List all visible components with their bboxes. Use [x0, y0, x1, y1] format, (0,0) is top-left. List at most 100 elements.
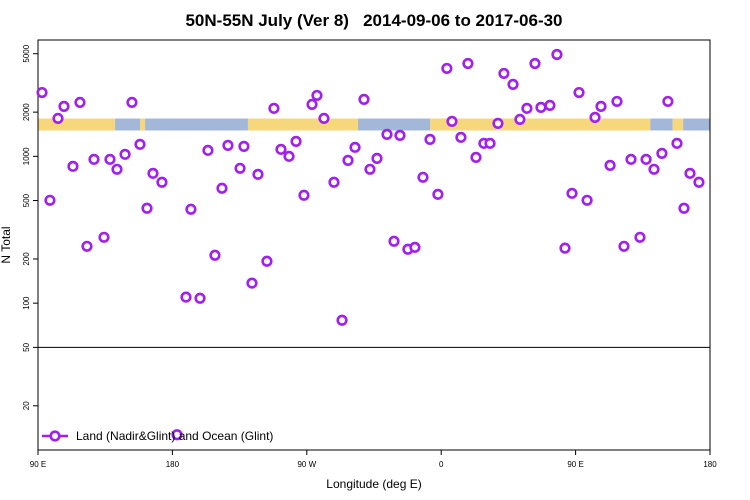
- data-point: [81, 240, 93, 252]
- data-point: [342, 154, 354, 166]
- y-tick-label: 500: [22, 193, 31, 207]
- data-point: [388, 235, 400, 247]
- data-point: [611, 95, 623, 108]
- x-tick-label: 180: [166, 460, 180, 469]
- y-tick-label: 200: [22, 252, 31, 266]
- data-point: [678, 202, 690, 214]
- data-point: [194, 292, 206, 304]
- data-point: [358, 93, 370, 105]
- data-point: [432, 188, 444, 200]
- x-axis-label: Longitude (deg E): [326, 477, 421, 491]
- legend-marker: [49, 430, 61, 442]
- band-segment: [247, 118, 359, 131]
- data-point: [111, 163, 123, 175]
- chart-title: 50N-55N July (Ver 8) 2014-09-06 to 2017-…: [185, 11, 562, 30]
- band-segment: [650, 118, 673, 131]
- band-segment: [38, 118, 116, 131]
- data-point: [604, 159, 616, 171]
- data-point: [381, 128, 393, 140]
- data-point: [74, 96, 86, 109]
- data-point: [566, 187, 578, 199]
- data-point: [98, 231, 110, 243]
- data-point: [275, 143, 287, 155]
- data-point: [409, 241, 421, 253]
- x-tick-label: 90 E: [567, 460, 583, 469]
- data-point: [185, 203, 197, 215]
- data-point: [514, 113, 526, 125]
- data-point: [455, 131, 467, 143]
- data-point: [318, 112, 330, 125]
- data-point: [484, 137, 496, 149]
- data-point: [222, 139, 234, 151]
- y-tick-label: 1000: [22, 147, 31, 165]
- data-point: [573, 86, 585, 99]
- data-point: [290, 135, 302, 147]
- data-point: [640, 153, 652, 165]
- data-point: [298, 189, 310, 201]
- data-point: [371, 152, 383, 164]
- y-tick-label: 20: [22, 401, 31, 410]
- data-point: [67, 160, 79, 172]
- data-point: [648, 163, 660, 175]
- data-point: [671, 137, 683, 149]
- data-point: [417, 171, 429, 183]
- data-point: [595, 100, 607, 112]
- data-point: [364, 163, 376, 175]
- y-tick-label: 100: [22, 296, 31, 310]
- data-point: [261, 255, 273, 267]
- data-point: [44, 194, 56, 206]
- y-axis-label: N Total: [0, 226, 13, 263]
- data-point: [238, 140, 250, 152]
- data-point: [88, 153, 100, 165]
- legend-label: Land (Nadir&Glint) and Ocean (Glint): [76, 429, 273, 443]
- data-point: [656, 147, 668, 159]
- data-point: [234, 162, 246, 174]
- data-point: [52, 112, 64, 125]
- data-point: [559, 242, 571, 254]
- x-tick-label: 90 E: [30, 460, 46, 469]
- band-segment: [430, 118, 651, 131]
- data-point: [336, 314, 348, 326]
- y-tick-label: 2000: [22, 103, 31, 121]
- data-point: [180, 291, 192, 303]
- plot-area: 90 E 180 90 W 0 90 E 180 20 50 100 200 500 1000 2000…: [22, 39, 717, 469]
- data-point: [156, 176, 168, 188]
- data-point: [462, 57, 474, 70]
- data-point: [216, 182, 228, 194]
- data-point: [283, 150, 295, 162]
- data-point: [268, 102, 280, 114]
- x-tick-label: 0: [439, 460, 444, 469]
- data-point: [134, 138, 146, 150]
- data-point: [424, 133, 436, 145]
- band-segment: [358, 118, 430, 131]
- plot-frame: [37, 39, 711, 451]
- data-point: [394, 129, 406, 141]
- data-point: [551, 48, 563, 61]
- data-point: [634, 231, 646, 243]
- y-tick-label: 50: [22, 342, 31, 351]
- data-point: [492, 117, 504, 129]
- data-point: [104, 153, 116, 165]
- data-point: [693, 176, 705, 188]
- data-point: [470, 151, 482, 163]
- y-tick-label: 5000: [22, 44, 31, 62]
- data-point: [141, 202, 153, 214]
- data-point: [171, 429, 183, 441]
- data-point: [246, 277, 258, 289]
- data-point: [306, 98, 318, 111]
- data-point: [209, 249, 221, 261]
- data-point: [662, 95, 674, 108]
- data-point: [544, 99, 556, 112]
- data-point: [119, 148, 131, 160]
- data-point: [58, 100, 70, 112]
- data-point: [535, 101, 547, 113]
- data-point: [618, 240, 630, 252]
- data-point: [349, 141, 361, 153]
- data-point: [529, 57, 541, 70]
- data-point: [625, 153, 637, 165]
- data-point: [202, 144, 214, 156]
- data-point: [441, 62, 453, 75]
- data-point: [498, 67, 510, 80]
- x-tick-label: 180: [703, 460, 717, 469]
